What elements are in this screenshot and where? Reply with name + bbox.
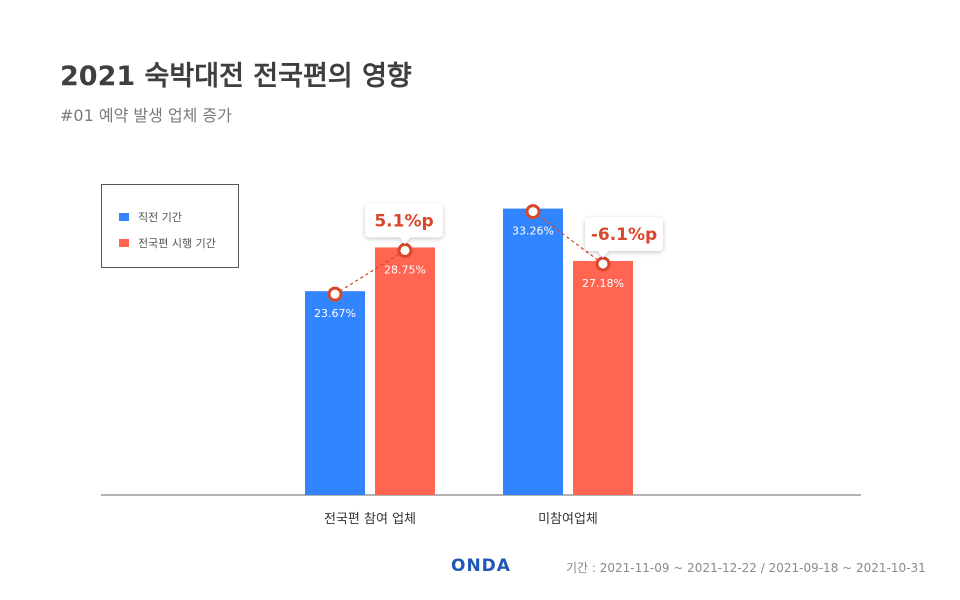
bar-previous-1 (503, 208, 563, 495)
x-tick-label: 미참여업체 (538, 512, 598, 527)
change-annotation-label: -6.1%p (591, 225, 657, 245)
onda-logo: ONDA (451, 556, 511, 576)
bar-campaign-0 (375, 247, 435, 495)
legend-item-campaign-period: 전국편 시행 기간 (119, 235, 216, 251)
bar-value-label: 23.67% (314, 307, 356, 320)
bar-campaign-1 (573, 260, 633, 495)
bar-value-label: 33.26% (512, 225, 554, 238)
legend-swatch-red (119, 239, 129, 247)
bar-previous-0 (305, 291, 365, 495)
change-marker (595, 256, 611, 272)
bar-value-label: 28.75% (384, 263, 426, 276)
bar-value-label: 27.18% (582, 277, 624, 290)
callout-box (585, 216, 663, 258)
callout-box (365, 203, 443, 245)
period-note: 기간 : 2021-11-09 ~ 2021-12-22 / 2021-09-1… (566, 561, 926, 575)
legend-label: 직전 기간 (138, 211, 182, 224)
change-marker (525, 204, 541, 220)
change-connector-line (532, 211, 604, 265)
change-marker (397, 242, 413, 258)
legend-swatch-blue (119, 213, 129, 221)
x-tick-label: 전국편 참여 업체 (324, 512, 416, 527)
change-connector-line (334, 249, 406, 295)
change-annotation-label: 5.1%p (374, 211, 433, 231)
change-callout (365, 203, 443, 245)
chart-title: 2021 숙박대전 전국편의 영향 (60, 61, 412, 92)
change-callout (585, 216, 663, 258)
change-marker (327, 286, 343, 302)
chart-subtitle: #01 예약 발생 업체 증가 (60, 106, 232, 125)
legend-label: 전국편 시행 기간 (138, 237, 216, 250)
legend-item-previous-period: 직전 기간 (119, 209, 182, 225)
chart-legend: 직전 기간 전국편 시행 기간 (101, 184, 239, 268)
